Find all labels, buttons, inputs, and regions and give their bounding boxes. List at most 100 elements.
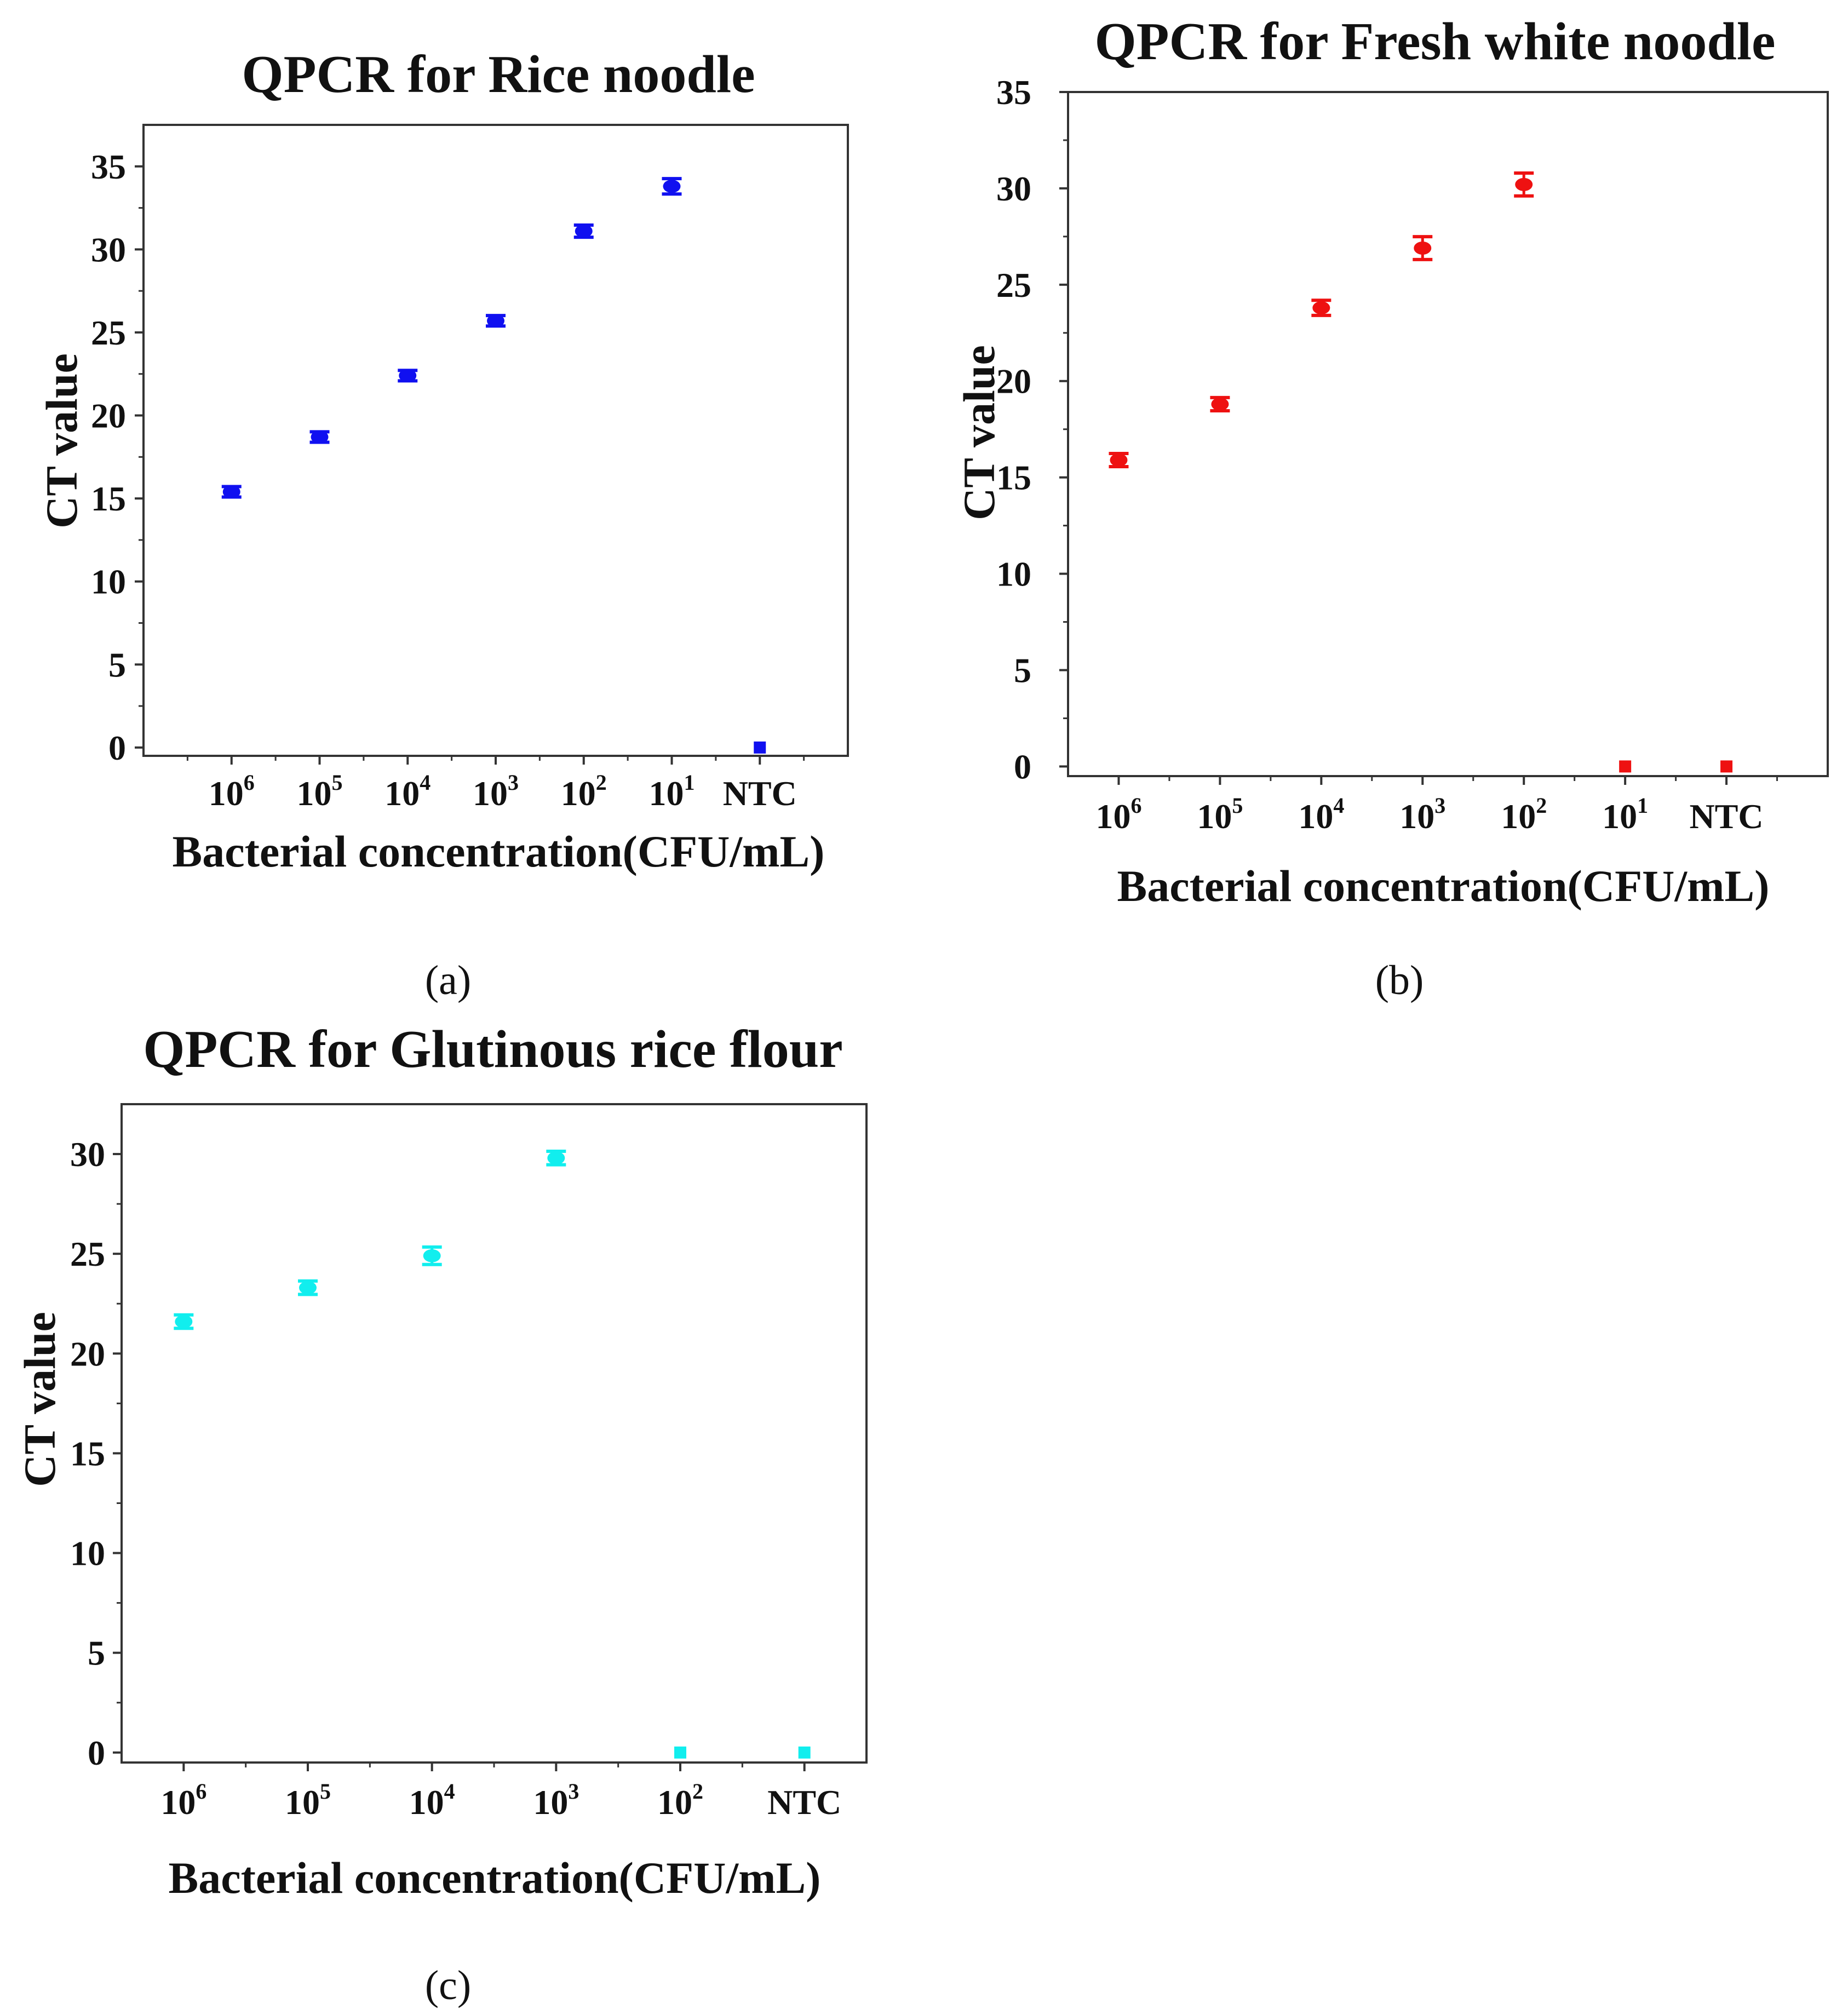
x-tick-label: 105 xyxy=(297,770,343,813)
panel-label: (b) xyxy=(1375,957,1424,1003)
data-point xyxy=(174,1313,194,1330)
chart-panel-fresh-white-noodle: QPCR for Fresh white noodle CT value Bac… xyxy=(954,12,1829,1003)
marker-dot xyxy=(399,369,417,382)
x-tick-label: 101 xyxy=(1602,793,1648,836)
data-point xyxy=(1514,171,1534,198)
x-tick-label: 103 xyxy=(533,1779,579,1822)
y-axis-label: CT value xyxy=(15,1312,65,1487)
x-axis-label: Bacterial concentration(CFU/mL) xyxy=(173,826,825,876)
marker-dot xyxy=(1515,177,1533,191)
x-axis-label: Bacterial concentration(CFU/mL) xyxy=(169,1853,821,1903)
y-tick-label: 20 xyxy=(91,397,126,435)
y-tick-label: 0 xyxy=(1014,747,1031,786)
plot-frame xyxy=(142,124,849,757)
x-tick-label: 102 xyxy=(1501,793,1547,836)
marker-dot xyxy=(175,1315,193,1329)
y-tick-label: 10 xyxy=(91,562,126,601)
data-point xyxy=(1619,760,1632,773)
y-tick-label: 20 xyxy=(70,1334,105,1373)
panel-label: (a) xyxy=(425,957,471,1003)
y-tick-label: 15 xyxy=(70,1434,105,1473)
marker-dot xyxy=(1414,241,1432,255)
marker-dot xyxy=(311,430,329,444)
y-tick-label: 25 xyxy=(91,313,126,352)
x-tick-label: 103 xyxy=(1399,793,1445,836)
marker-square xyxy=(754,741,766,754)
plot-frame xyxy=(120,1103,868,1764)
y-tick-label: 30 xyxy=(91,230,126,269)
data-point xyxy=(298,1279,318,1296)
x-tick-label: 103 xyxy=(473,770,519,813)
data-point xyxy=(1311,298,1332,317)
x-tick-label: 102 xyxy=(561,770,607,813)
chart-panel-rice-noodle: QPCR for Rice noodle CT value Bacterial … xyxy=(37,45,849,1003)
marker-dot xyxy=(423,1249,441,1262)
y-tick-label: 25 xyxy=(996,266,1031,305)
x-tick-label: NTC xyxy=(767,1783,841,1822)
marker-dot xyxy=(547,1151,565,1165)
y-tick-label: 10 xyxy=(70,1534,105,1573)
x-tick-label: NTC xyxy=(1690,797,1764,836)
data-point xyxy=(309,430,330,444)
marker-square xyxy=(1619,760,1632,773)
x-axis-label: Bacterial concentration(CFU/mL) xyxy=(1117,861,1770,911)
y-tick-label: 10 xyxy=(996,555,1031,594)
marker-square xyxy=(798,1746,811,1759)
y-tick-label: 15 xyxy=(996,458,1031,497)
marker-square xyxy=(1720,760,1733,773)
y-tick-label: 5 xyxy=(88,1634,105,1673)
chart-panel-glutinous-rice-flour: QPCR for Glutinous rice flour CT value B… xyxy=(15,1020,868,2008)
data-point xyxy=(546,1150,566,1167)
marker-square xyxy=(674,1746,686,1759)
data-point xyxy=(221,485,242,499)
y-tick-label: 15 xyxy=(91,479,126,518)
y-tick-label: 35 xyxy=(91,147,126,186)
marker-dot xyxy=(222,485,240,498)
data-point xyxy=(1109,451,1129,469)
x-tick-label: 104 xyxy=(1298,793,1344,836)
y-tick-label: 5 xyxy=(108,645,126,684)
y-tick-label: 0 xyxy=(108,728,126,767)
x-tick-label: 106 xyxy=(160,1779,206,1822)
data-point xyxy=(422,1245,442,1266)
panel-label: (c) xyxy=(425,1962,471,2008)
y-tick-label: 5 xyxy=(1014,651,1031,690)
y-tick-label: 30 xyxy=(70,1135,105,1174)
x-tick-label: 105 xyxy=(1197,793,1243,836)
marker-dot xyxy=(1312,301,1330,315)
plot-frame xyxy=(1067,91,1829,777)
chart-title: QPCR for Fresh white noodle xyxy=(1094,12,1775,71)
data-point xyxy=(1413,235,1433,261)
data-point xyxy=(1210,395,1230,413)
x-tick-label: 104 xyxy=(384,770,431,813)
x-tick-label: NTC xyxy=(723,774,797,813)
data-point xyxy=(486,314,506,328)
chart-title: QPCR for Rice noodle xyxy=(242,45,755,104)
x-tick-label: 106 xyxy=(1095,793,1141,836)
marker-dot xyxy=(1211,397,1229,411)
data-point xyxy=(1720,760,1733,773)
data-point xyxy=(398,369,418,383)
y-axis-label: CT value xyxy=(37,353,87,529)
y-tick-label: 20 xyxy=(996,362,1031,401)
chart-title: QPCR for Glutinous rice flour xyxy=(143,1020,843,1079)
data-point xyxy=(674,1746,686,1759)
data-point xyxy=(662,177,682,196)
marker-dot xyxy=(299,1281,317,1295)
data-point xyxy=(798,1746,811,1759)
y-tick-label: 35 xyxy=(996,73,1031,112)
y-tick-label: 30 xyxy=(996,169,1031,208)
marker-dot xyxy=(663,180,681,193)
marker-dot xyxy=(575,225,593,238)
data-point xyxy=(754,741,766,754)
marker-dot xyxy=(1110,453,1128,467)
x-tick-label: 104 xyxy=(409,1779,455,1822)
x-tick-label: 105 xyxy=(285,1779,331,1822)
marker-dot xyxy=(487,314,504,328)
y-tick-label: 25 xyxy=(70,1235,105,1273)
y-tick-label: 0 xyxy=(88,1733,105,1772)
x-tick-label: 102 xyxy=(657,1779,703,1822)
x-tick-label: 101 xyxy=(649,770,695,813)
x-tick-label: 106 xyxy=(209,770,255,813)
